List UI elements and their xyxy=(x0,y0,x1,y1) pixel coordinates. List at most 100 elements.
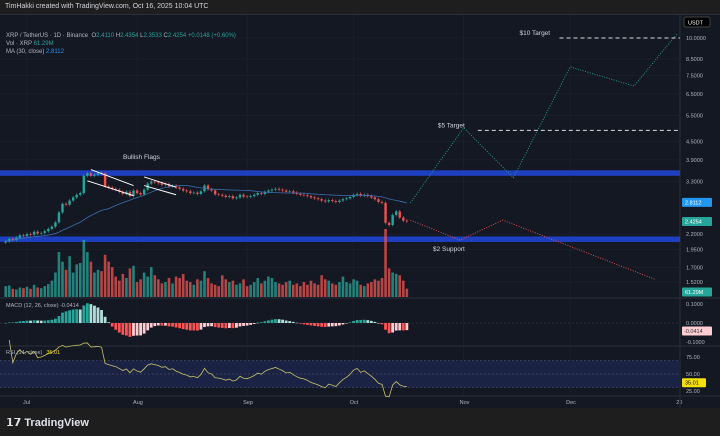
macd-histogram-bar xyxy=(281,319,284,323)
candle xyxy=(128,191,132,197)
macd-histogram-bar xyxy=(156,323,160,326)
candle xyxy=(206,185,210,190)
macd-histogram-bar xyxy=(64,311,68,323)
macd-histogram-bar xyxy=(355,320,359,323)
volume-bar xyxy=(157,279,160,297)
volume-label[interactable]: Vol · XRP xyxy=(6,41,32,47)
volume-bar xyxy=(267,276,270,297)
candle xyxy=(391,214,394,225)
candle xyxy=(153,181,156,183)
volume-bar xyxy=(78,263,82,297)
candle xyxy=(377,199,380,202)
candle xyxy=(142,189,146,195)
change-value: +0.0148 (+0.60%) xyxy=(187,33,236,39)
volume-bar xyxy=(398,275,402,297)
volume-bar xyxy=(206,277,210,297)
volume-bar xyxy=(238,283,242,297)
volume-bar xyxy=(146,276,149,297)
macd-histogram-bar xyxy=(327,323,331,327)
macd-histogram-bar xyxy=(259,322,263,323)
volume-bar xyxy=(167,277,171,297)
macd-histogram-bar xyxy=(78,309,82,323)
macd-histogram-bar xyxy=(277,319,281,323)
chart-svg[interactable]: 10.0000 8.5000 7.5000 6.5000 5.5000 4.5000 3.9… xyxy=(0,15,720,409)
candle xyxy=(111,187,114,189)
volume-bar xyxy=(71,272,75,297)
candle xyxy=(338,200,341,202)
macd-value-badge xyxy=(682,326,712,336)
volume-bar xyxy=(213,284,217,297)
macd-histogram-bar xyxy=(100,310,103,323)
macd-histogram-bar xyxy=(366,320,370,323)
macd-histogram-bar xyxy=(32,320,36,323)
candle xyxy=(288,191,291,192)
volume-bar xyxy=(103,254,107,297)
volume-bar xyxy=(373,279,377,297)
volume-bar xyxy=(203,271,206,297)
price-tick-label: 1.7000 xyxy=(686,265,703,271)
volume-bar xyxy=(302,282,306,297)
candle xyxy=(267,190,270,192)
candle xyxy=(398,211,401,218)
macd-histogram-bar xyxy=(110,323,114,327)
volume-bar xyxy=(132,265,135,297)
candle xyxy=(68,200,71,205)
macd-histogram-bar xyxy=(320,323,324,327)
target-label: $10 Target xyxy=(520,30,551,37)
moving-average-line xyxy=(5,185,407,242)
ma-value: 2.8112 xyxy=(46,49,64,55)
macd-histogram-bar xyxy=(36,320,40,323)
macd-histogram-bar xyxy=(235,323,238,328)
volume-bar xyxy=(366,283,370,297)
volume-bar xyxy=(341,276,345,297)
candle xyxy=(355,193,359,195)
time-tick-label: 20 xyxy=(676,400,682,406)
rsi-line xyxy=(8,339,407,398)
volume-bar xyxy=(263,280,267,297)
tradingview-logo[interactable]: 𝟭𝟳 TradingView xyxy=(6,416,89,430)
volume-bar xyxy=(220,275,224,297)
macd-histogram-bar xyxy=(359,319,363,323)
volume-bar xyxy=(192,284,196,297)
candle xyxy=(164,183,167,185)
candle xyxy=(405,220,409,222)
volume-bar xyxy=(370,282,373,297)
macd-histogram-bar xyxy=(178,323,182,329)
price-badge-label: 2.4254 xyxy=(685,219,702,225)
volume-bar xyxy=(306,284,309,297)
candle xyxy=(199,191,203,194)
candle xyxy=(281,189,284,191)
macd-histogram-bar xyxy=(46,320,50,323)
candle xyxy=(22,235,25,236)
volume-bar xyxy=(256,277,260,297)
candle xyxy=(114,188,117,190)
macd-histogram-bar xyxy=(213,323,217,328)
volume-bar xyxy=(295,283,299,297)
volume-bar xyxy=(299,286,302,297)
macd-histogram-bar xyxy=(167,323,171,327)
legend-symbol[interactable]: XRP / TetherUS · 1D · Binance xyxy=(6,33,89,39)
volume-bar xyxy=(114,276,118,297)
high-label: H xyxy=(115,33,121,39)
candle xyxy=(157,182,160,184)
candle xyxy=(348,196,352,199)
macd-histogram-bar xyxy=(352,321,355,323)
candle xyxy=(135,190,139,194)
macd-histogram-bar xyxy=(338,323,341,326)
macd-histogram-bar xyxy=(18,321,22,323)
macd-histogram-bar xyxy=(196,323,199,331)
volume-bar xyxy=(89,261,93,297)
chart-area[interactable]: 10.0000 8.5000 7.5000 6.5000 5.5000 4.5000 3.9… xyxy=(0,14,720,409)
ma-label[interactable]: MA (30, close) xyxy=(6,49,45,55)
candle xyxy=(174,185,178,188)
volume-bar xyxy=(391,272,394,297)
macd-histogram-bar xyxy=(135,323,139,336)
bullish-flags-label: Bullish Flags xyxy=(123,154,161,161)
price-badge xyxy=(682,287,712,297)
volume-bar xyxy=(185,280,189,297)
macd-histogram-bar xyxy=(330,323,334,327)
candle xyxy=(331,200,334,202)
volume-bar xyxy=(217,286,220,297)
flag-channel-line xyxy=(144,185,177,196)
candle xyxy=(302,194,306,196)
